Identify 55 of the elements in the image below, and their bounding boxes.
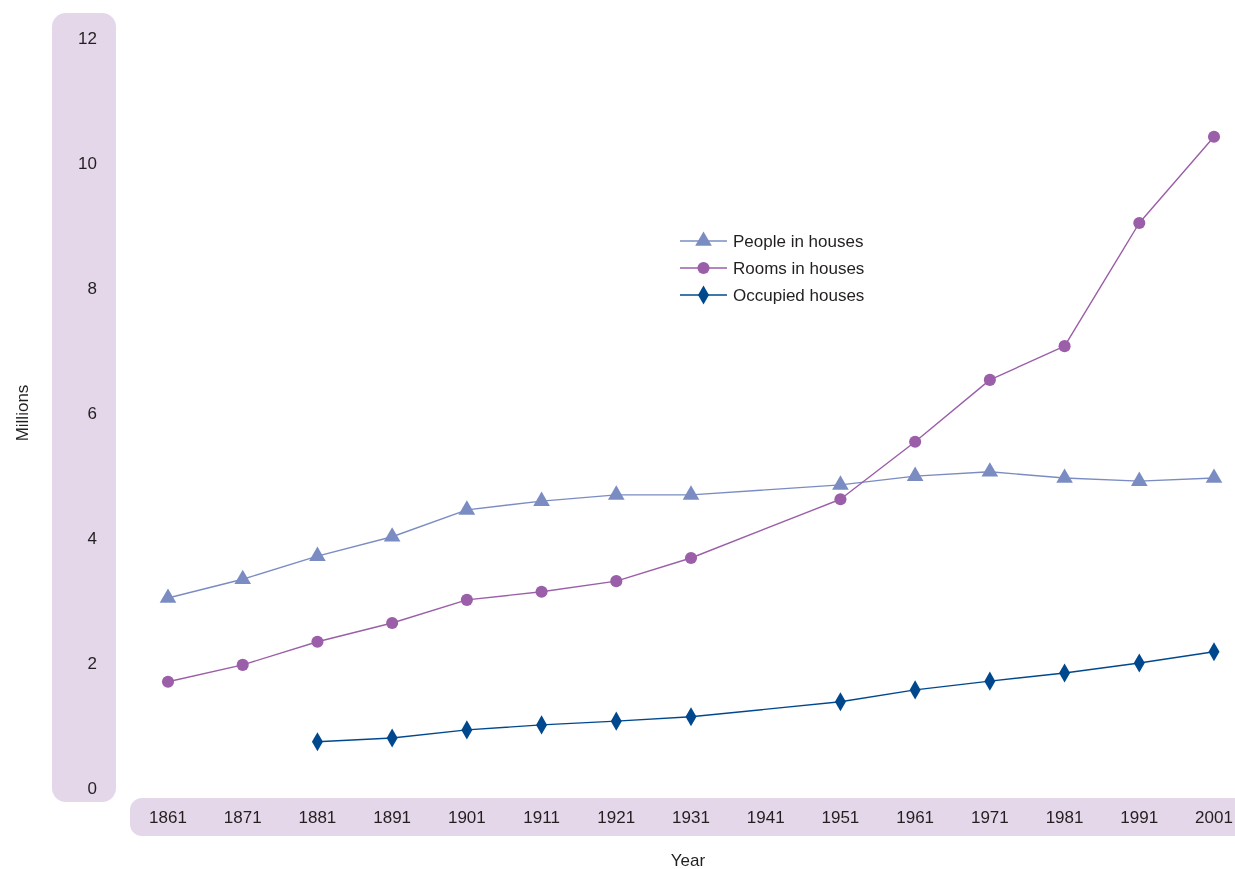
x-tick-label: 1921 xyxy=(597,807,636,827)
point xyxy=(1130,471,1148,486)
x-tick-label: 1861 xyxy=(149,807,187,827)
point xyxy=(832,475,849,490)
point xyxy=(981,462,999,477)
y-tick-label: 2 xyxy=(87,653,97,673)
x-tick-label: 1901 xyxy=(447,807,486,827)
point xyxy=(458,500,476,515)
legend-label: Occupied houses xyxy=(733,285,865,305)
x-tick-label: 1961 xyxy=(896,807,935,827)
point xyxy=(610,575,623,588)
point xyxy=(159,588,177,603)
x-tick-label: 1941 xyxy=(746,807,785,827)
point xyxy=(236,658,249,671)
point xyxy=(234,569,252,585)
x-tick-label: 1971 xyxy=(970,807,1009,827)
x-tick-label: 1881 xyxy=(298,807,337,827)
point xyxy=(460,593,473,606)
point xyxy=(909,435,922,448)
point xyxy=(386,616,399,630)
point xyxy=(834,493,847,506)
x-tick-label: 1991 xyxy=(1120,807,1159,827)
point xyxy=(684,551,698,565)
x-tick-label: 1981 xyxy=(1045,807,1084,827)
legend-label: People in houses xyxy=(733,231,864,251)
point xyxy=(607,485,625,500)
point xyxy=(311,635,324,648)
x-axis-title: Year xyxy=(670,850,706,869)
x-tick-label: 2001 xyxy=(1195,807,1233,827)
y-axis-title: Millions xyxy=(12,384,32,442)
point xyxy=(1205,468,1223,483)
x-tick-label: 1891 xyxy=(373,807,412,827)
point xyxy=(1207,130,1221,143)
point xyxy=(906,466,924,481)
point xyxy=(383,527,401,542)
y-tick-label: 6 xyxy=(87,403,97,423)
point xyxy=(535,585,548,598)
point xyxy=(682,485,700,500)
point xyxy=(1056,468,1073,483)
x-tick-label: 1951 xyxy=(821,807,860,827)
x-tick-label: 1871 xyxy=(223,807,262,827)
point xyxy=(983,373,996,386)
x-tick-label: 1931 xyxy=(672,807,710,827)
point xyxy=(1133,216,1146,230)
point xyxy=(309,546,326,561)
y-tick-label: 0 xyxy=(87,778,97,798)
legend-label: Rooms in houses xyxy=(733,258,865,278)
x-tick-label: 1911 xyxy=(523,807,560,827)
y-tick-label: 8 xyxy=(87,278,97,298)
point xyxy=(161,675,175,688)
y-tick-label: 10 xyxy=(78,153,97,173)
y-tick-label: 12 xyxy=(78,28,97,48)
point xyxy=(1058,340,1071,353)
y-tick-label: 4 xyxy=(87,528,97,548)
point xyxy=(533,491,550,506)
